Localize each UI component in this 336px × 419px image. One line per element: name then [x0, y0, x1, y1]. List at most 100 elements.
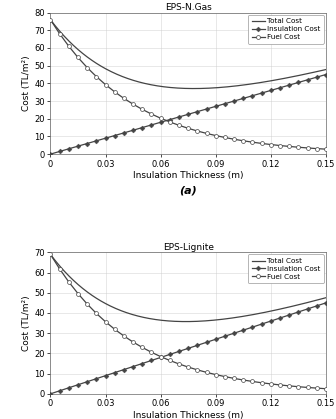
Y-axis label: Cost (TL/m²): Cost (TL/m²)	[23, 295, 32, 351]
Fuel Cost	[223, 135, 227, 140]
Insulation Cost	[223, 101, 227, 106]
Total Cost	[218, 317, 222, 322]
Legend: Total Cost, Insulation Cost, Fuel Cost: Total Cost, Insulation Cost, Fuel Cost	[248, 254, 324, 284]
Insulation Cost	[57, 149, 61, 154]
Fuel Cost	[214, 133, 218, 138]
Fuel Cost	[131, 339, 135, 344]
Insulation Cost	[186, 112, 190, 117]
Total Cost	[192, 86, 196, 91]
Fuel Cost	[287, 144, 291, 149]
Insulation Cost	[287, 313, 291, 318]
Insulation Cost	[269, 318, 273, 323]
Insulation Cost	[113, 133, 117, 138]
Insulation Cost	[296, 310, 300, 315]
Insulation Cost	[324, 72, 328, 77]
Insulation Cost	[195, 109, 199, 114]
Line: Total Cost: Total Cost	[50, 20, 326, 88]
Fuel Cost	[315, 385, 319, 391]
Fuel Cost	[159, 354, 163, 359]
Insulation Cost	[250, 93, 254, 98]
Fuel Cost	[324, 147, 328, 152]
Fuel Cost	[195, 367, 199, 372]
Fuel Cost	[140, 107, 144, 112]
Fuel Cost	[241, 378, 245, 383]
Insulation Cost	[186, 346, 190, 351]
Fuel Cost	[113, 89, 117, 94]
Fuel Cost	[122, 96, 126, 101]
Insulation Cost	[315, 75, 319, 80]
Insulation Cost	[57, 388, 61, 393]
Fuel Cost	[122, 334, 126, 339]
Insulation Cost	[214, 337, 218, 342]
Insulation Cost	[103, 136, 108, 141]
Insulation Cost	[67, 146, 71, 151]
Legend: Total Cost, Insulation Cost, Fuel Cost: Total Cost, Insulation Cost, Fuel Cost	[248, 15, 324, 44]
Fuel Cost	[269, 381, 273, 386]
Insulation Cost	[94, 376, 98, 381]
Fuel Cost	[94, 311, 98, 316]
Fuel Cost	[159, 116, 163, 121]
Total Cost	[299, 302, 303, 307]
Fuel Cost	[186, 365, 190, 370]
Fuel Cost	[57, 31, 61, 36]
Fuel Cost	[140, 345, 144, 350]
Total Cost	[213, 85, 217, 91]
Insulation Cost	[85, 379, 89, 384]
Insulation Cost	[48, 152, 52, 157]
Fuel Cost	[67, 44, 71, 49]
Insulation Cost	[205, 340, 209, 345]
Insulation Cost	[103, 373, 108, 378]
Fuel Cost	[260, 141, 264, 146]
Insulation Cost	[48, 391, 52, 396]
Fuel Cost	[48, 17, 52, 22]
Fuel Cost	[205, 131, 209, 136]
Fuel Cost	[250, 140, 254, 145]
Total Cost	[324, 67, 328, 72]
Insulation Cost	[140, 361, 144, 366]
Fuel Cost	[260, 380, 264, 385]
Fuel Cost	[186, 126, 190, 131]
Insulation Cost	[241, 96, 245, 101]
Total Cost	[299, 72, 303, 78]
Total Cost	[218, 85, 222, 90]
Fuel Cost	[296, 384, 300, 389]
Insulation Cost	[232, 98, 236, 103]
Insulation Cost	[177, 114, 181, 119]
Insulation Cost	[76, 144, 80, 149]
Fuel Cost	[150, 350, 154, 355]
Total Cost	[282, 306, 286, 311]
Fuel Cost	[232, 137, 236, 142]
Total Cost	[212, 318, 216, 323]
Fuel Cost	[94, 74, 98, 79]
Fuel Cost	[205, 370, 209, 375]
Line: Insulation Cost: Insulation Cost	[49, 301, 328, 396]
Title: EPS-Lignite: EPS-Lignite	[163, 243, 214, 251]
Fuel Cost	[269, 142, 273, 147]
Insulation Cost	[195, 343, 199, 348]
Insulation Cost	[278, 85, 282, 90]
Insulation Cost	[305, 77, 309, 82]
Insulation Cost	[205, 106, 209, 111]
Insulation Cost	[85, 141, 89, 146]
Total Cost	[184, 319, 188, 324]
Insulation Cost	[269, 88, 273, 93]
Title: EPS-N.Gas: EPS-N.Gas	[165, 3, 212, 12]
Insulation Cost	[159, 120, 163, 125]
Total Cost	[49, 253, 53, 258]
Line: Fuel Cost: Fuel Cost	[48, 252, 328, 391]
Insulation Cost	[260, 91, 264, 96]
Insulation Cost	[250, 325, 254, 330]
Insulation Cost	[296, 80, 300, 85]
Fuel Cost	[85, 65, 89, 70]
Fuel Cost	[113, 327, 117, 332]
Total Cost	[282, 76, 286, 81]
Insulation Cost	[140, 125, 144, 130]
Total Cost	[324, 295, 328, 300]
Fuel Cost	[324, 386, 328, 391]
Total Cost	[49, 18, 53, 23]
Insulation Cost	[67, 385, 71, 391]
X-axis label: Insulation Thickness (m): Insulation Thickness (m)	[133, 411, 243, 419]
Fuel Cost	[305, 385, 309, 390]
Insulation Cost	[122, 130, 126, 135]
Insulation Cost	[287, 83, 291, 88]
